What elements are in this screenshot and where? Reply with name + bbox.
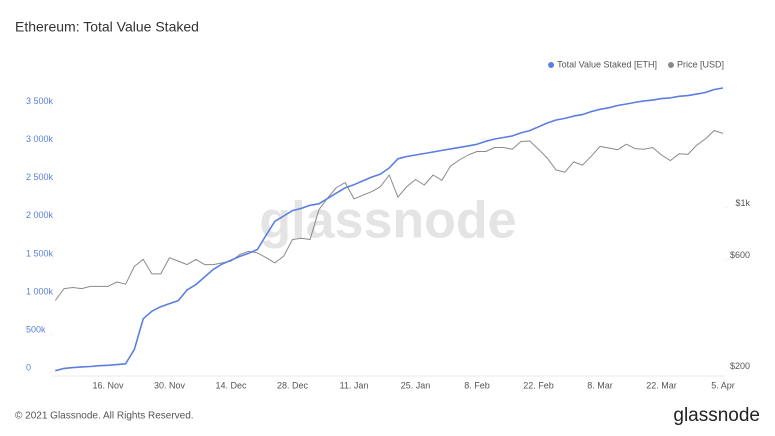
x-tick-label: 5. Apr (711, 380, 735, 390)
x-tick-label: 8. Feb (464, 380, 490, 390)
y-tick-label: 1 500k (26, 248, 54, 258)
series-line (54, 130, 724, 301)
series-line (55, 87, 724, 372)
x-tick-label: 22. Feb (523, 380, 554, 390)
legend-label: Total Value Staked [ETH] (557, 59, 657, 69)
y-tick-label: 2 500k (26, 172, 54, 182)
x-tick-label: 11. Jan (340, 380, 369, 390)
x-tick-label: 25. Jan (401, 380, 431, 390)
y2-tick-label: $200 (730, 361, 750, 371)
logo: glassnode (673, 405, 760, 426)
y-tick-label: 0 (26, 363, 31, 373)
x-tick-label: 14. Dec (215, 380, 247, 390)
legend-swatch (548, 62, 555, 68)
watermark: glassnode (259, 192, 516, 250)
y-tick-label: 500k (26, 324, 46, 334)
y-tick-label: 1 000k (26, 286, 54, 296)
x-tick-label: 8. Mar (587, 380, 613, 390)
x-tick-label: 22. Mar (646, 380, 677, 390)
chart-title: Ethereum: Total Value Staked (15, 19, 199, 35)
y2-tick-label: $1k (735, 198, 750, 208)
y-tick-label: 3 000k (26, 134, 54, 144)
legend-swatch (667, 62, 674, 68)
y-tick-label: 3 500k (26, 96, 54, 106)
y2-tick-label: $600 (730, 250, 750, 260)
x-tick-label: 16. Nov (92, 380, 124, 390)
x-tick-label: 28. Dec (277, 380, 309, 390)
legend-label: Price [USD] (677, 59, 724, 69)
y-tick-label: 2 000k (26, 210, 54, 220)
x-tick-label: 30. Nov (154, 380, 186, 390)
footer: © 2021 Glassnode. All Rights Reserved. (15, 411, 194, 422)
